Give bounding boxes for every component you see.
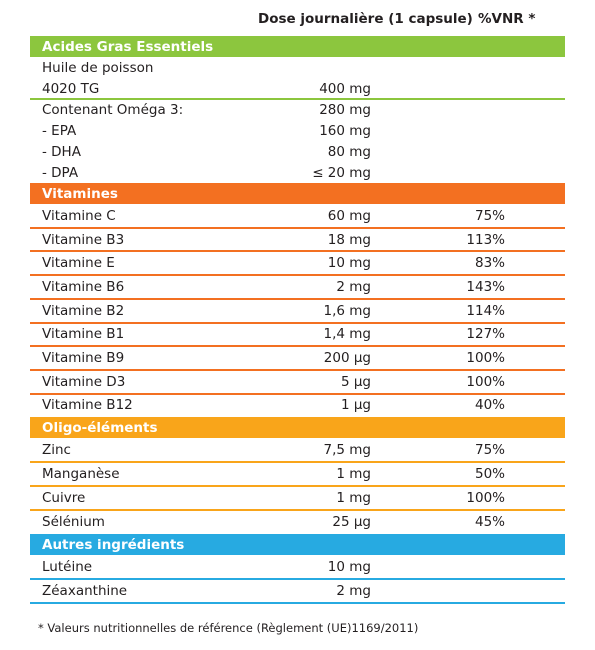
dose-header: Dose journalière (1 capsule) — [258, 11, 473, 27]
item-name: Vitamine B2 — [42, 302, 125, 319]
item-vnr: 100% — [466, 350, 505, 367]
section-bar: Acides Gras Essentiels — [30, 36, 565, 57]
row-separator — [30, 321, 565, 324]
section-bar: Autres ingrédients — [30, 534, 565, 556]
row-separator — [30, 250, 565, 253]
item-name: Cuivre — [42, 490, 86, 507]
item-dose: 1,4 mg — [323, 326, 371, 343]
item-name: Zéaxanthine — [42, 583, 128, 600]
item-dose: 160 mg — [319, 122, 371, 139]
item-vnr: 127% — [466, 326, 505, 343]
item-dose: 10 mg — [327, 559, 371, 576]
row-separator — [30, 602, 565, 605]
item-dose: 7,5 mg — [323, 442, 371, 459]
item-dose: 80 mg — [327, 143, 371, 160]
item-name: Vitamine B6 — [42, 278, 125, 295]
item-dose: 1 mg — [336, 490, 371, 507]
item-vnr: 45% — [474, 514, 505, 531]
item-dose: 60 mg — [327, 207, 371, 224]
item-dose: 10 mg — [327, 255, 371, 272]
row-separator — [30, 368, 565, 371]
item-dose: 2 mg — [336, 278, 371, 295]
section-title: Oligo-éléments — [42, 420, 158, 437]
item-vnr: 143% — [466, 278, 505, 295]
section-title: Autres ingrédients — [42, 537, 185, 554]
row-separator — [30, 274, 565, 277]
vnr-header: %VNR * — [478, 11, 536, 27]
item-dose: ≤ 20 mg — [312, 164, 371, 181]
row-separator — [30, 578, 565, 581]
item-vnr: 114% — [466, 302, 505, 319]
item-vnr: 75% — [474, 207, 505, 224]
item-vnr: 100% — [466, 490, 505, 507]
section-bar: Oligo-éléments — [30, 417, 565, 439]
item-name: 4020 TG — [42, 80, 100, 97]
item-vnr: 113% — [466, 231, 505, 248]
row-separator — [30, 461, 565, 464]
item-name: Vitamine C — [42, 207, 116, 224]
item-vnr: 100% — [466, 373, 505, 390]
item-name: Sélénium — [42, 514, 105, 531]
item-name: - EPA — [42, 122, 77, 139]
footnote: * Valeurs nutritionnelles de référence (… — [38, 621, 419, 635]
row-separator — [30, 509, 565, 512]
item-name: Vitamine D3 — [42, 373, 126, 390]
row-separator — [30, 226, 565, 229]
item-name: Vitamine B12 — [42, 397, 133, 414]
section-title: Acides Gras Essentiels — [42, 39, 214, 55]
item-name: Huile de poisson — [42, 59, 154, 76]
item-dose: 2 mg — [336, 583, 371, 600]
item-name: Manganèse — [42, 466, 120, 483]
item-dose: 1,6 mg — [323, 302, 371, 319]
item-dose: 200 µg — [323, 350, 371, 367]
row-separator — [30, 392, 565, 395]
item-name: Vitamine B3 — [42, 231, 125, 248]
item-dose: 400 mg — [319, 80, 371, 97]
item-dose: 1 µg — [340, 397, 371, 414]
item-name: Contenant Oméga 3: — [42, 101, 184, 118]
section-title: Vitamines — [42, 186, 118, 202]
item-name: Vitamine B9 — [42, 350, 125, 367]
section-bar: Vitamines — [30, 183, 565, 204]
item-name: Vitamine E — [42, 255, 115, 272]
item-name: Vitamine B1 — [42, 326, 125, 343]
row-separator — [30, 485, 565, 488]
item-vnr: 75% — [474, 442, 505, 459]
item-name: - DPA — [42, 164, 79, 181]
item-vnr: 50% — [474, 466, 505, 483]
item-dose: 5 µg — [340, 373, 371, 390]
item-dose: 280 mg — [319, 101, 371, 118]
item-name: Zinc — [42, 442, 71, 459]
row-separator — [30, 297, 565, 300]
item-vnr: 40% — [474, 397, 505, 414]
row-separator — [30, 345, 565, 348]
item-name: Lutéine — [42, 559, 93, 576]
item-vnr: 83% — [474, 255, 505, 272]
row-separator — [30, 98, 565, 100]
item-dose: 18 mg — [327, 231, 371, 248]
item-name: - DHA — [42, 143, 81, 160]
item-dose: 25 µg — [332, 514, 371, 531]
item-dose: 1 mg — [336, 466, 371, 483]
